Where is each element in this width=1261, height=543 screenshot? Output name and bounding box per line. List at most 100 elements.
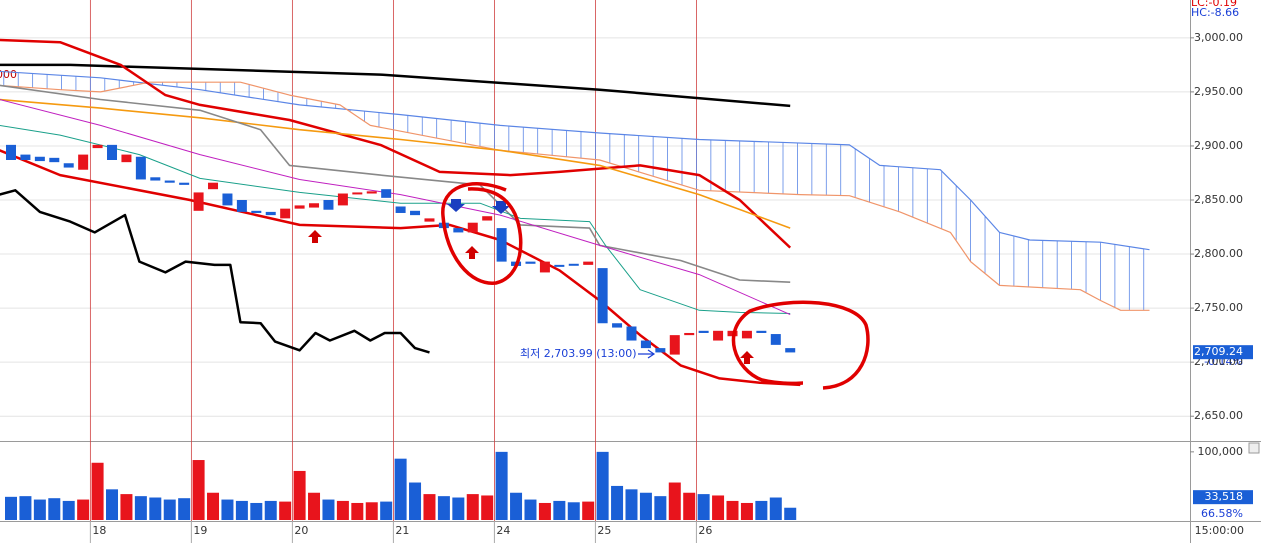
volume-bar [192, 460, 205, 520]
candle [366, 191, 377, 194]
candle [352, 192, 363, 195]
volume-bar [466, 494, 479, 520]
candle [453, 228, 464, 233]
volume-bar [279, 501, 292, 520]
volume-bar [308, 492, 321, 520]
candle [6, 144, 16, 160]
last-price-box [1193, 345, 1253, 360]
volume-bar [611, 485, 624, 520]
candle [78, 154, 89, 170]
volume-bar [654, 496, 667, 520]
candle [395, 206, 406, 213]
volume-bar [264, 500, 277, 520]
volume-bar [524, 499, 537, 520]
y-tick-label: 2,950.00 [1194, 85, 1243, 98]
candle [525, 261, 536, 264]
panel-button[interactable] [1248, 442, 1260, 454]
y-tick-label: 2,650.00 [1194, 409, 1243, 422]
volume-bar [178, 498, 191, 520]
x-tick-label: 25 [597, 524, 611, 537]
volume-bar [553, 500, 566, 520]
volume-bar [712, 495, 725, 520]
candle [208, 182, 219, 190]
volume-bar [380, 501, 393, 520]
up-arrow [308, 230, 322, 243]
candle [323, 200, 334, 210]
candle [741, 330, 752, 339]
low-arrow [638, 349, 656, 359]
price-line [0, 149, 801, 387]
candle [655, 348, 666, 353]
x-tick-label: 20 [294, 524, 308, 537]
volume-bar [134, 496, 147, 520]
down-arrow [492, 201, 510, 214]
y-tick-label: 2,750.00 [1194, 301, 1243, 314]
hand-circle [441, 182, 523, 285]
price-line [0, 81, 1150, 311]
volume-bar [322, 499, 335, 520]
volume-bar [91, 462, 104, 520]
volume-bar [409, 482, 422, 520]
price-line [0, 99, 791, 316]
volume-bar [293, 470, 306, 520]
volume-bar [668, 482, 681, 520]
down-arrow [447, 199, 465, 212]
volume-bar [351, 502, 364, 520]
candle [669, 335, 680, 355]
candle [612, 323, 623, 328]
lc-label: LC:-0.19 [1191, 0, 1237, 9]
candle [309, 203, 320, 208]
volume-bar [596, 451, 609, 520]
candle [92, 144, 103, 149]
y-tick-label: 2,800.00 [1194, 247, 1243, 260]
candle [467, 222, 478, 233]
low-note: 최저 2,703.99 (13:00) [520, 347, 637, 360]
candle [381, 189, 392, 198]
price-line [0, 98, 791, 229]
y-tick-label: 2,850.00 [1194, 193, 1243, 206]
annotations [308, 182, 870, 390]
volume-bar [149, 497, 162, 520]
candle [236, 200, 247, 212]
volume-bar [726, 500, 739, 520]
candle [222, 193, 233, 206]
candle [539, 261, 550, 273]
candle [179, 182, 190, 185]
up-arrow [465, 246, 479, 259]
last-price-label: 2,709.24 [1194, 345, 1243, 358]
volume-bar [62, 500, 75, 520]
time-label: 15:00:00 [1195, 524, 1244, 537]
candle [280, 208, 291, 219]
volume-last-label: 33,518 [1205, 490, 1244, 503]
volume-bar [33, 499, 46, 520]
volume-bar [567, 502, 580, 520]
volume-bar [481, 495, 494, 520]
volume-bar [250, 502, 263, 520]
up-arrow [740, 351, 754, 364]
hand-circle [731, 300, 870, 390]
x-tick-label: 21 [395, 524, 409, 537]
x-tick-label: 24 [496, 524, 510, 537]
volume-bar [683, 492, 696, 520]
volume-bar [784, 507, 797, 520]
volume-bar [235, 500, 248, 520]
candle [135, 156, 146, 180]
candle [34, 156, 45, 162]
candle [496, 228, 507, 262]
candle [785, 348, 796, 353]
volume-bar [769, 497, 782, 520]
volume-bar [394, 458, 407, 520]
volume-bar [639, 492, 652, 520]
volume-bar [106, 489, 119, 520]
price-line [0, 38, 792, 249]
hc-label: HC:-8.66 [1191, 6, 1239, 19]
candle [684, 332, 695, 336]
x-tick-label: 26 [698, 524, 712, 537]
candle [193, 192, 204, 211]
y-tick-label: 2,900.00 [1194, 139, 1243, 152]
candle [63, 163, 74, 168]
volume-tick-label: 100,000 [1198, 445, 1244, 458]
price-line [0, 189, 430, 354]
